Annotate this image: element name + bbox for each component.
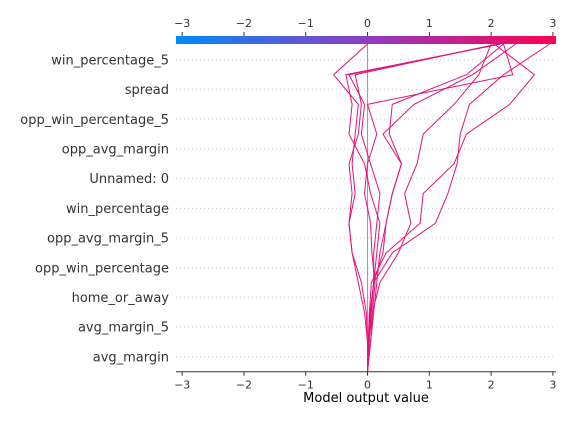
bottom-tick-label: 1 bbox=[426, 379, 433, 392]
decision-lines bbox=[332, 43, 551, 372]
top-tick-label: −1 bbox=[298, 17, 314, 30]
top-tick-label: −2 bbox=[236, 17, 252, 30]
bottom-tick-label: 3 bbox=[549, 379, 556, 392]
top-tick-label: −3 bbox=[174, 17, 190, 30]
top-axis-ticks: −3 −2 −1 0 1 2 3 bbox=[174, 17, 556, 36]
feature-label: opp_avg_margin bbox=[62, 142, 169, 157]
bottom-tick-label: 0 bbox=[364, 379, 371, 392]
colorbar bbox=[176, 36, 556, 44]
bottom-tick-label: −3 bbox=[174, 379, 190, 392]
decision-line bbox=[367, 43, 551, 372]
feature-gridlines bbox=[176, 59, 556, 358]
feature-label: win_percentage_5 bbox=[51, 53, 169, 68]
bottom-tick-label: −2 bbox=[236, 379, 252, 392]
decision-line bbox=[348, 43, 501, 372]
feature-label: home_or_away bbox=[72, 291, 170, 306]
top-tick-label: 0 bbox=[364, 17, 371, 30]
top-tick-label: 2 bbox=[488, 17, 495, 30]
feature-label: avg_margin bbox=[93, 350, 169, 365]
decision-line bbox=[367, 43, 536, 372]
colorbar-gradient bbox=[176, 36, 556, 44]
top-tick-label: 3 bbox=[549, 17, 556, 30]
feature-label: opp_win_percentage_5 bbox=[20, 113, 169, 128]
decision-line bbox=[348, 43, 498, 372]
bottom-tick-label: 2 bbox=[488, 379, 495, 392]
feature-label: win_percentage bbox=[66, 202, 169, 217]
feature-label: Unnamed: 0 bbox=[89, 172, 169, 187]
bottom-axis-ticks: −3 −2 −1 0 1 2 3 bbox=[174, 371, 556, 392]
decision-line bbox=[363, 43, 514, 372]
feature-label: avg_margin_5 bbox=[78, 321, 169, 336]
decision-line bbox=[345, 43, 501, 372]
feature-label: opp_win_percentage bbox=[35, 261, 169, 276]
feature-label: opp_avg_margin_5 bbox=[47, 232, 169, 247]
top-tick-label: 1 bbox=[426, 17, 433, 30]
decision-line bbox=[367, 43, 517, 372]
x-axis-label: Model output value bbox=[303, 391, 429, 406]
feature-label: spread bbox=[125, 83, 169, 98]
bottom-tick-label: −1 bbox=[298, 379, 314, 392]
decision-line bbox=[332, 43, 368, 372]
